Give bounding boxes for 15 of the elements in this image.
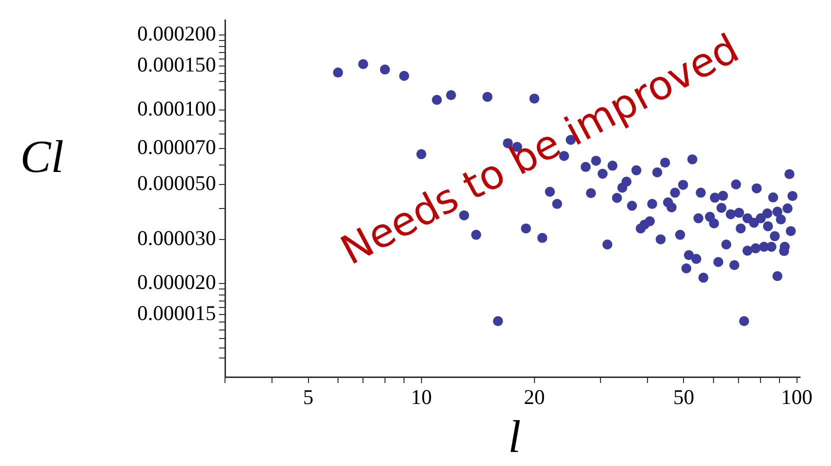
y-tick-label: 0.000200 (137, 22, 216, 46)
y-tick-label: 0.000030 (137, 226, 216, 250)
y-tick-label: 0.000070 (137, 134, 216, 159)
x-axis-title: l (508, 411, 521, 462)
x-tick-label: 5 (303, 385, 314, 410)
y-tick-label: 0.000050 (137, 171, 216, 196)
y-tick-label: 0.000020 (137, 270, 216, 294)
x-tick-label: 100 (781, 385, 813, 410)
x-tick-label: 10 (410, 385, 432, 410)
x-tick-label: 20 (524, 385, 545, 410)
x-tick-label: 50 (673, 385, 694, 410)
y-tick-label: 0.000015 (137, 300, 216, 325)
y-tick-label: 0.000150 (137, 52, 216, 77)
y-tick-label: 0.000100 (137, 96, 216, 120)
y-axis-title: Cl (20, 131, 64, 182)
